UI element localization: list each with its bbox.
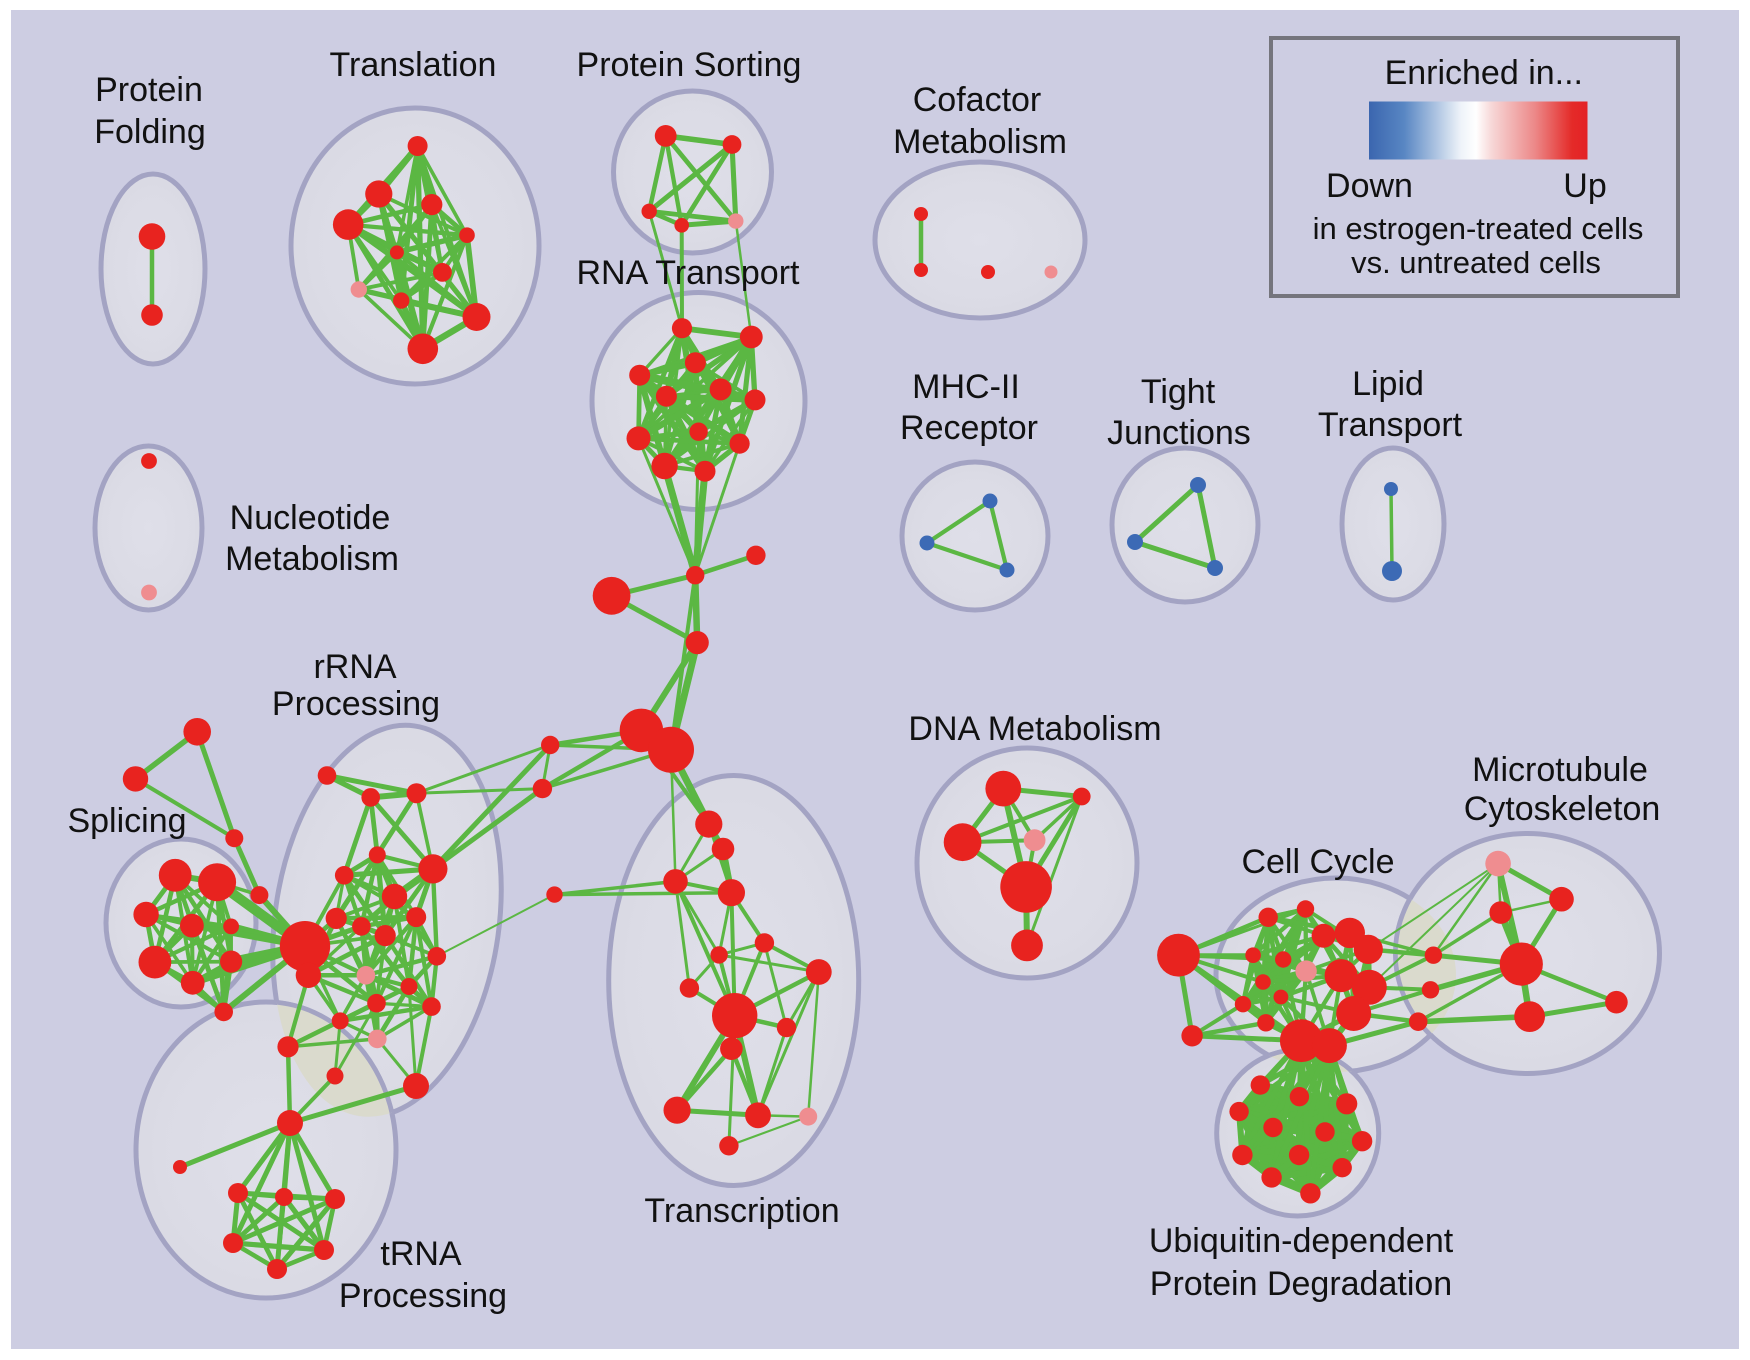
- svg-text:Transcription: Transcription: [644, 1192, 839, 1230]
- svg-text:Nucleotide: Nucleotide: [230, 499, 391, 537]
- svg-text:Cell Cycle: Cell Cycle: [1241, 843, 1394, 881]
- svg-text:DNA Metabolism: DNA Metabolism: [908, 710, 1161, 748]
- svg-text:Lipid: Lipid: [1352, 365, 1424, 403]
- svg-text:rRNA: rRNA: [313, 648, 396, 686]
- svg-text:Cytoskeleton: Cytoskeleton: [1464, 790, 1661, 828]
- svg-text:Metabolism: Metabolism: [225, 540, 399, 578]
- svg-text:Protein Sorting: Protein Sorting: [577, 46, 802, 84]
- svg-text:Protein: Protein: [95, 71, 203, 109]
- svg-text:Cofactor: Cofactor: [913, 81, 1042, 119]
- svg-text:Translation: Translation: [330, 46, 497, 84]
- svg-text:Microtubule: Microtubule: [1472, 751, 1648, 789]
- svg-text:Enriched in...: Enriched in...: [1385, 54, 1583, 92]
- svg-text:Receptor: Receptor: [900, 409, 1038, 447]
- svg-text:RNA Transport: RNA Transport: [577, 254, 801, 292]
- svg-text:Up: Up: [1563, 167, 1606, 205]
- svg-text:Folding: Folding: [94, 113, 206, 151]
- svg-text:Splicing: Splicing: [67, 802, 186, 840]
- svg-text:Metabolism: Metabolism: [893, 123, 1067, 161]
- svg-text:Transport: Transport: [1318, 406, 1463, 444]
- svg-text:Ubiquitin-dependent: Ubiquitin-dependent: [1149, 1222, 1454, 1260]
- svg-text:Processing: Processing: [339, 1277, 507, 1315]
- svg-text:Junctions: Junctions: [1107, 414, 1251, 452]
- svg-text:vs. untreated cells: vs. untreated cells: [1351, 245, 1601, 280]
- svg-text:MHC-II: MHC-II: [912, 368, 1020, 406]
- svg-text:Processing: Processing: [272, 685, 440, 723]
- svg-text:tRNA: tRNA: [380, 1235, 462, 1273]
- svg-text:Tight: Tight: [1141, 373, 1216, 411]
- svg-text:Protein Degradation: Protein Degradation: [1150, 1265, 1452, 1303]
- svg-text:Down: Down: [1326, 167, 1413, 205]
- svg-text:in estrogen-treated cells: in estrogen-treated cells: [1313, 211, 1644, 246]
